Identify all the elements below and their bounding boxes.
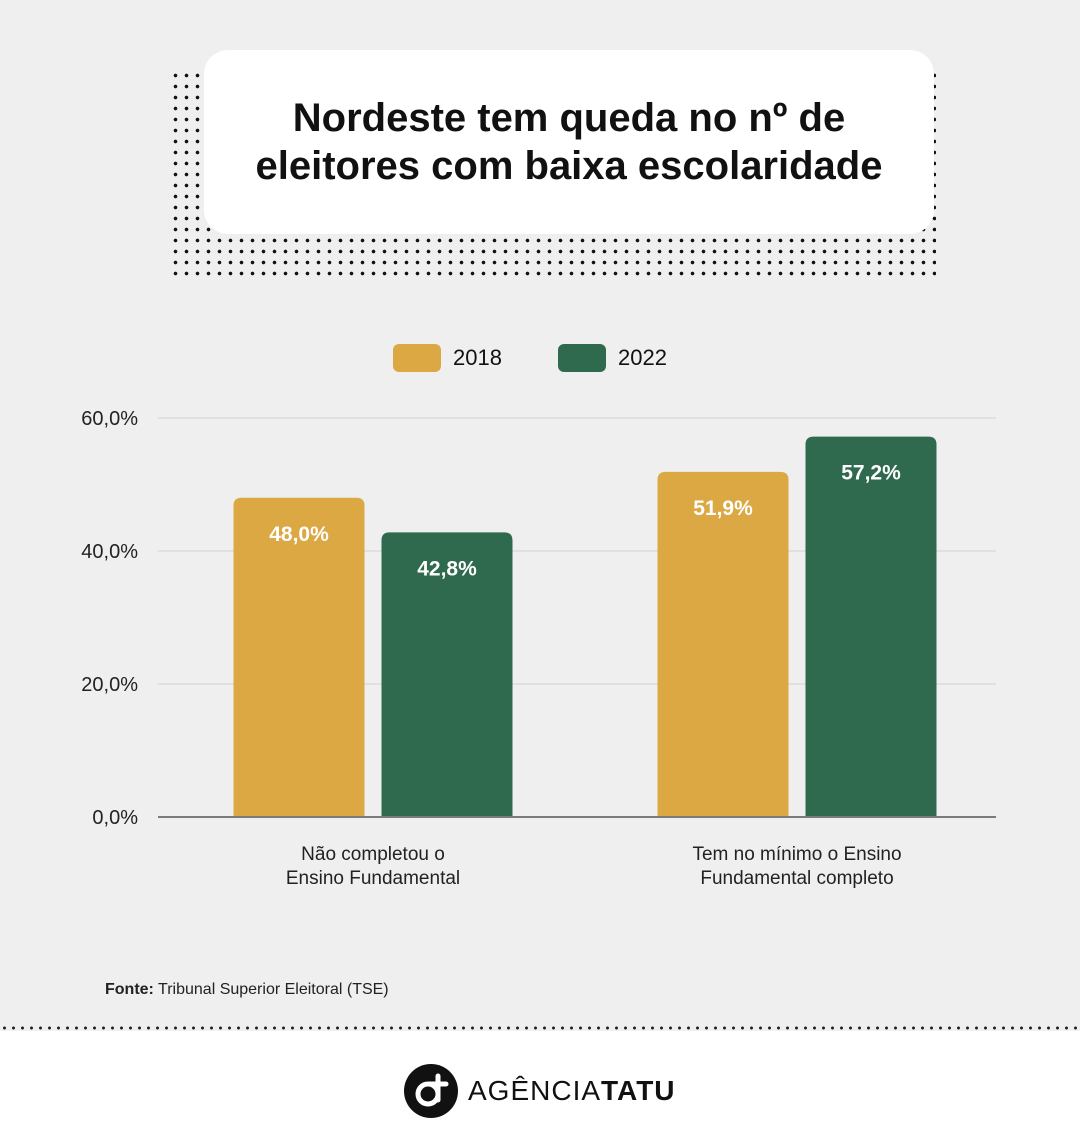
legend-item-2018: 2018 bbox=[393, 344, 502, 372]
bar-value-label: 48,0% bbox=[269, 523, 329, 546]
legend: 2018 2022 bbox=[0, 344, 1080, 376]
footer: AGÊNCIATATU bbox=[0, 1031, 1080, 1142]
legend-swatch-2018 bbox=[393, 344, 441, 372]
y-tick-label: 0,0% bbox=[92, 807, 138, 829]
tatu-logo-icon bbox=[404, 1064, 458, 1118]
source-label: Fonte: bbox=[105, 981, 154, 998]
x-category-label: Não completou o Ensino Fundamental bbox=[286, 844, 460, 889]
title-card: Nordeste tem queda no nº de eleitores co… bbox=[204, 50, 934, 234]
legend-label-2018: 2018 bbox=[453, 345, 502, 370]
source-text: Tribunal Superior Eleitoral (TSE) bbox=[158, 981, 389, 998]
brand-name: AGÊNCIATATU bbox=[468, 1075, 676, 1107]
bar-value-label: 51,9% bbox=[693, 497, 753, 520]
source-note: Fonte: Tribunal Superior Eleitoral (TSE) bbox=[105, 981, 389, 999]
brand-logo: AGÊNCIATATU bbox=[404, 1064, 676, 1118]
y-tick-label: 60,0% bbox=[81, 408, 138, 430]
y-tick-label: 40,0% bbox=[81, 541, 138, 563]
bar-2022 bbox=[381, 532, 513, 816]
bar-value-label: 57,2% bbox=[841, 462, 901, 485]
dotted-divider bbox=[0, 1026, 1080, 1030]
bar-value-label: 42,8% bbox=[417, 557, 477, 580]
legend-swatch-2022 bbox=[558, 344, 606, 372]
brand-name-light: AGÊNCIA bbox=[468, 1075, 602, 1106]
bar-2018 bbox=[657, 471, 789, 816]
y-tick-label: 20,0% bbox=[81, 674, 138, 696]
bar-2022 bbox=[805, 436, 937, 816]
chart-title: Nordeste tem queda no nº de eleitores co… bbox=[255, 96, 883, 188]
legend-label-2022: 2022 bbox=[618, 345, 667, 370]
bar-chart: 0,0% 20,0% 40,0% 60,0% 48,0% 42,8% Não complet… bbox=[81, 408, 996, 889]
x-category-label: Tem no mínimo o Ensino Fundamental comple… bbox=[692, 844, 901, 889]
title-block: Nordeste tem queda no nº de eleitores co… bbox=[170, 50, 936, 276]
brand-name-bold: TATU bbox=[601, 1075, 676, 1106]
bar-2018 bbox=[233, 497, 365, 816]
legend-item-2022: 2022 bbox=[558, 344, 667, 372]
